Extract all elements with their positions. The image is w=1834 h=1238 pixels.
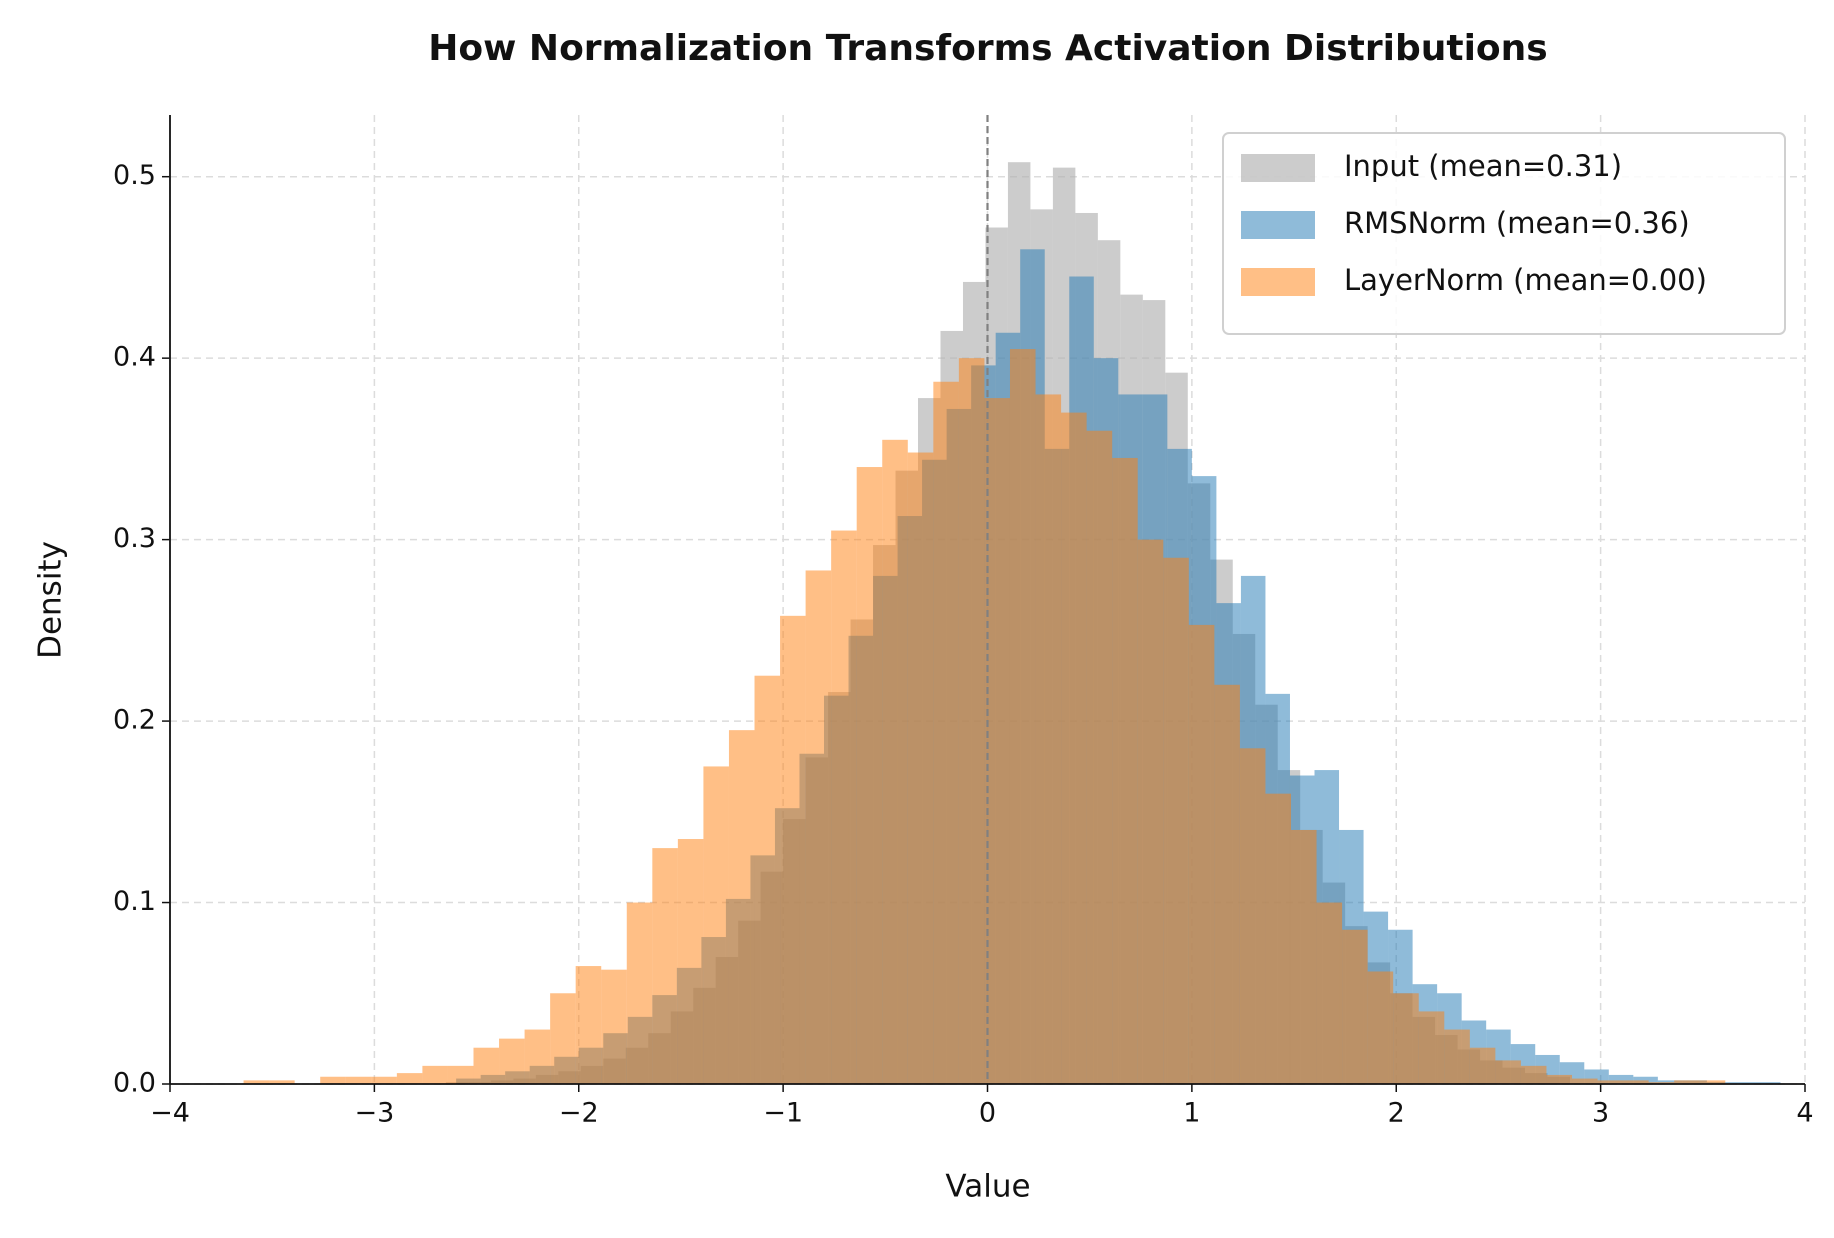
histogram-bar (1674, 1080, 1700, 1084)
chart-title: How Normalization Transforms Activation … (428, 28, 1547, 69)
histogram-bar (1572, 1078, 1598, 1084)
histogram-bar (703, 766, 729, 1084)
histogram-bar (575, 966, 602, 1084)
histogram-bar (524, 1029, 551, 1084)
histogram-bar (754, 675, 781, 1084)
histogram-bar (396, 1073, 423, 1084)
legend-swatch (1241, 268, 1315, 296)
histogram-bar (1657, 1080, 1683, 1084)
histogram-bar (831, 530, 857, 1084)
histogram-bar (1367, 971, 1394, 1084)
histogram-bar (805, 570, 832, 1084)
x-tick-label: −1 (763, 1098, 803, 1129)
x-tick-label: 4 (1796, 1098, 1813, 1129)
histogram-bar (1188, 624, 1215, 1084)
histogram-bar (1342, 929, 1368, 1084)
legend-label: RMSNorm (mean=0.36) (1344, 206, 1690, 240)
histogram-bar (1755, 1082, 1781, 1084)
histogram-bar (907, 452, 934, 1084)
y-axis-label: Density (33, 541, 69, 659)
histogram-bar (984, 398, 1010, 1085)
x-tick-label: 2 (1388, 1098, 1405, 1129)
histogram-bar (243, 1080, 270, 1084)
y-tick-label: 0.5 (113, 160, 156, 191)
y-tick-label: 0.3 (113, 523, 156, 554)
histogram-bar (269, 1080, 295, 1084)
histogram-bar (1290, 829, 1317, 1084)
histogram-bar (1112, 457, 1138, 1084)
histogram-bar (1731, 1082, 1756, 1084)
histogram-bar (1316, 902, 1343, 1084)
histogram-bar (652, 848, 678, 1084)
legend-swatch (1241, 154, 1315, 182)
histogram-bar (958, 358, 985, 1084)
histogram-bar (1444, 1029, 1470, 1084)
histogram-bar (780, 615, 806, 1084)
histogram-bar (1546, 1074, 1573, 1084)
histogram-bar (1239, 748, 1266, 1084)
histogram-bar (1035, 394, 1062, 1084)
histogram-bar (473, 1047, 500, 1084)
legend-label: Input (mean=0.31) (1344, 149, 1622, 183)
histogram-bar (882, 439, 908, 1085)
histogram-bar (371, 1076, 397, 1084)
histogram-bar (1393, 993, 1419, 1084)
x-tick-label: −3 (354, 1098, 394, 1129)
x-axis-label: Value (945, 1169, 1030, 1205)
x-tick-label: 1 (1183, 1098, 1200, 1129)
histogram-bar (1137, 539, 1164, 1084)
x-tick-label: 3 (1592, 1098, 1609, 1129)
x-tick-label: −2 (559, 1098, 599, 1129)
histogram-bar (499, 1038, 525, 1084)
histogram-bar (856, 467, 883, 1085)
y-tick-label: 0.0 (113, 1068, 156, 1099)
histogram-bar (1163, 557, 1189, 1084)
legend-label: LayerNorm (mean=0.00) (1344, 263, 1707, 297)
histogram-bar (933, 381, 959, 1084)
histogram-bar (345, 1076, 372, 1084)
x-tick-label: −4 (150, 1098, 190, 1129)
histogram-bar (422, 1065, 448, 1084)
histogram-bar (320, 1076, 346, 1084)
histogram-bar (626, 902, 653, 1084)
legend-box (1222, 132, 1786, 335)
histogram-bar (1623, 1080, 1649, 1084)
histogram-bar (1597, 1080, 1624, 1084)
histogram-bar (447, 1065, 474, 1084)
histogram-bar (601, 969, 627, 1084)
histogram-bar (677, 839, 704, 1084)
histogram-bar (1699, 1080, 1726, 1084)
histogram-bar (1265, 793, 1291, 1084)
y-tick-label: 0.4 (113, 342, 156, 373)
histogram-bar (728, 730, 755, 1084)
histogram-bar (1469, 1047, 1496, 1084)
histogram-bar (1608, 1074, 1634, 1084)
histogram-bar (1418, 1011, 1445, 1084)
legend-swatch (1241, 211, 1315, 239)
x-tick-label: 0 (979, 1098, 996, 1129)
histogram-bar (1648, 1082, 1675, 1084)
histogram-bar (1520, 1065, 1547, 1084)
histogram-bar (1214, 684, 1240, 1084)
histogram-bar (550, 993, 576, 1084)
y-tick-label: 0.1 (113, 886, 156, 917)
histogram-bar (1086, 430, 1113, 1084)
histogram-bar (1495, 1060, 1521, 1084)
y-tick-label: 0.2 (113, 705, 156, 736)
histogram-bar (1009, 349, 1036, 1085)
histogram-bar (1061, 412, 1087, 1084)
